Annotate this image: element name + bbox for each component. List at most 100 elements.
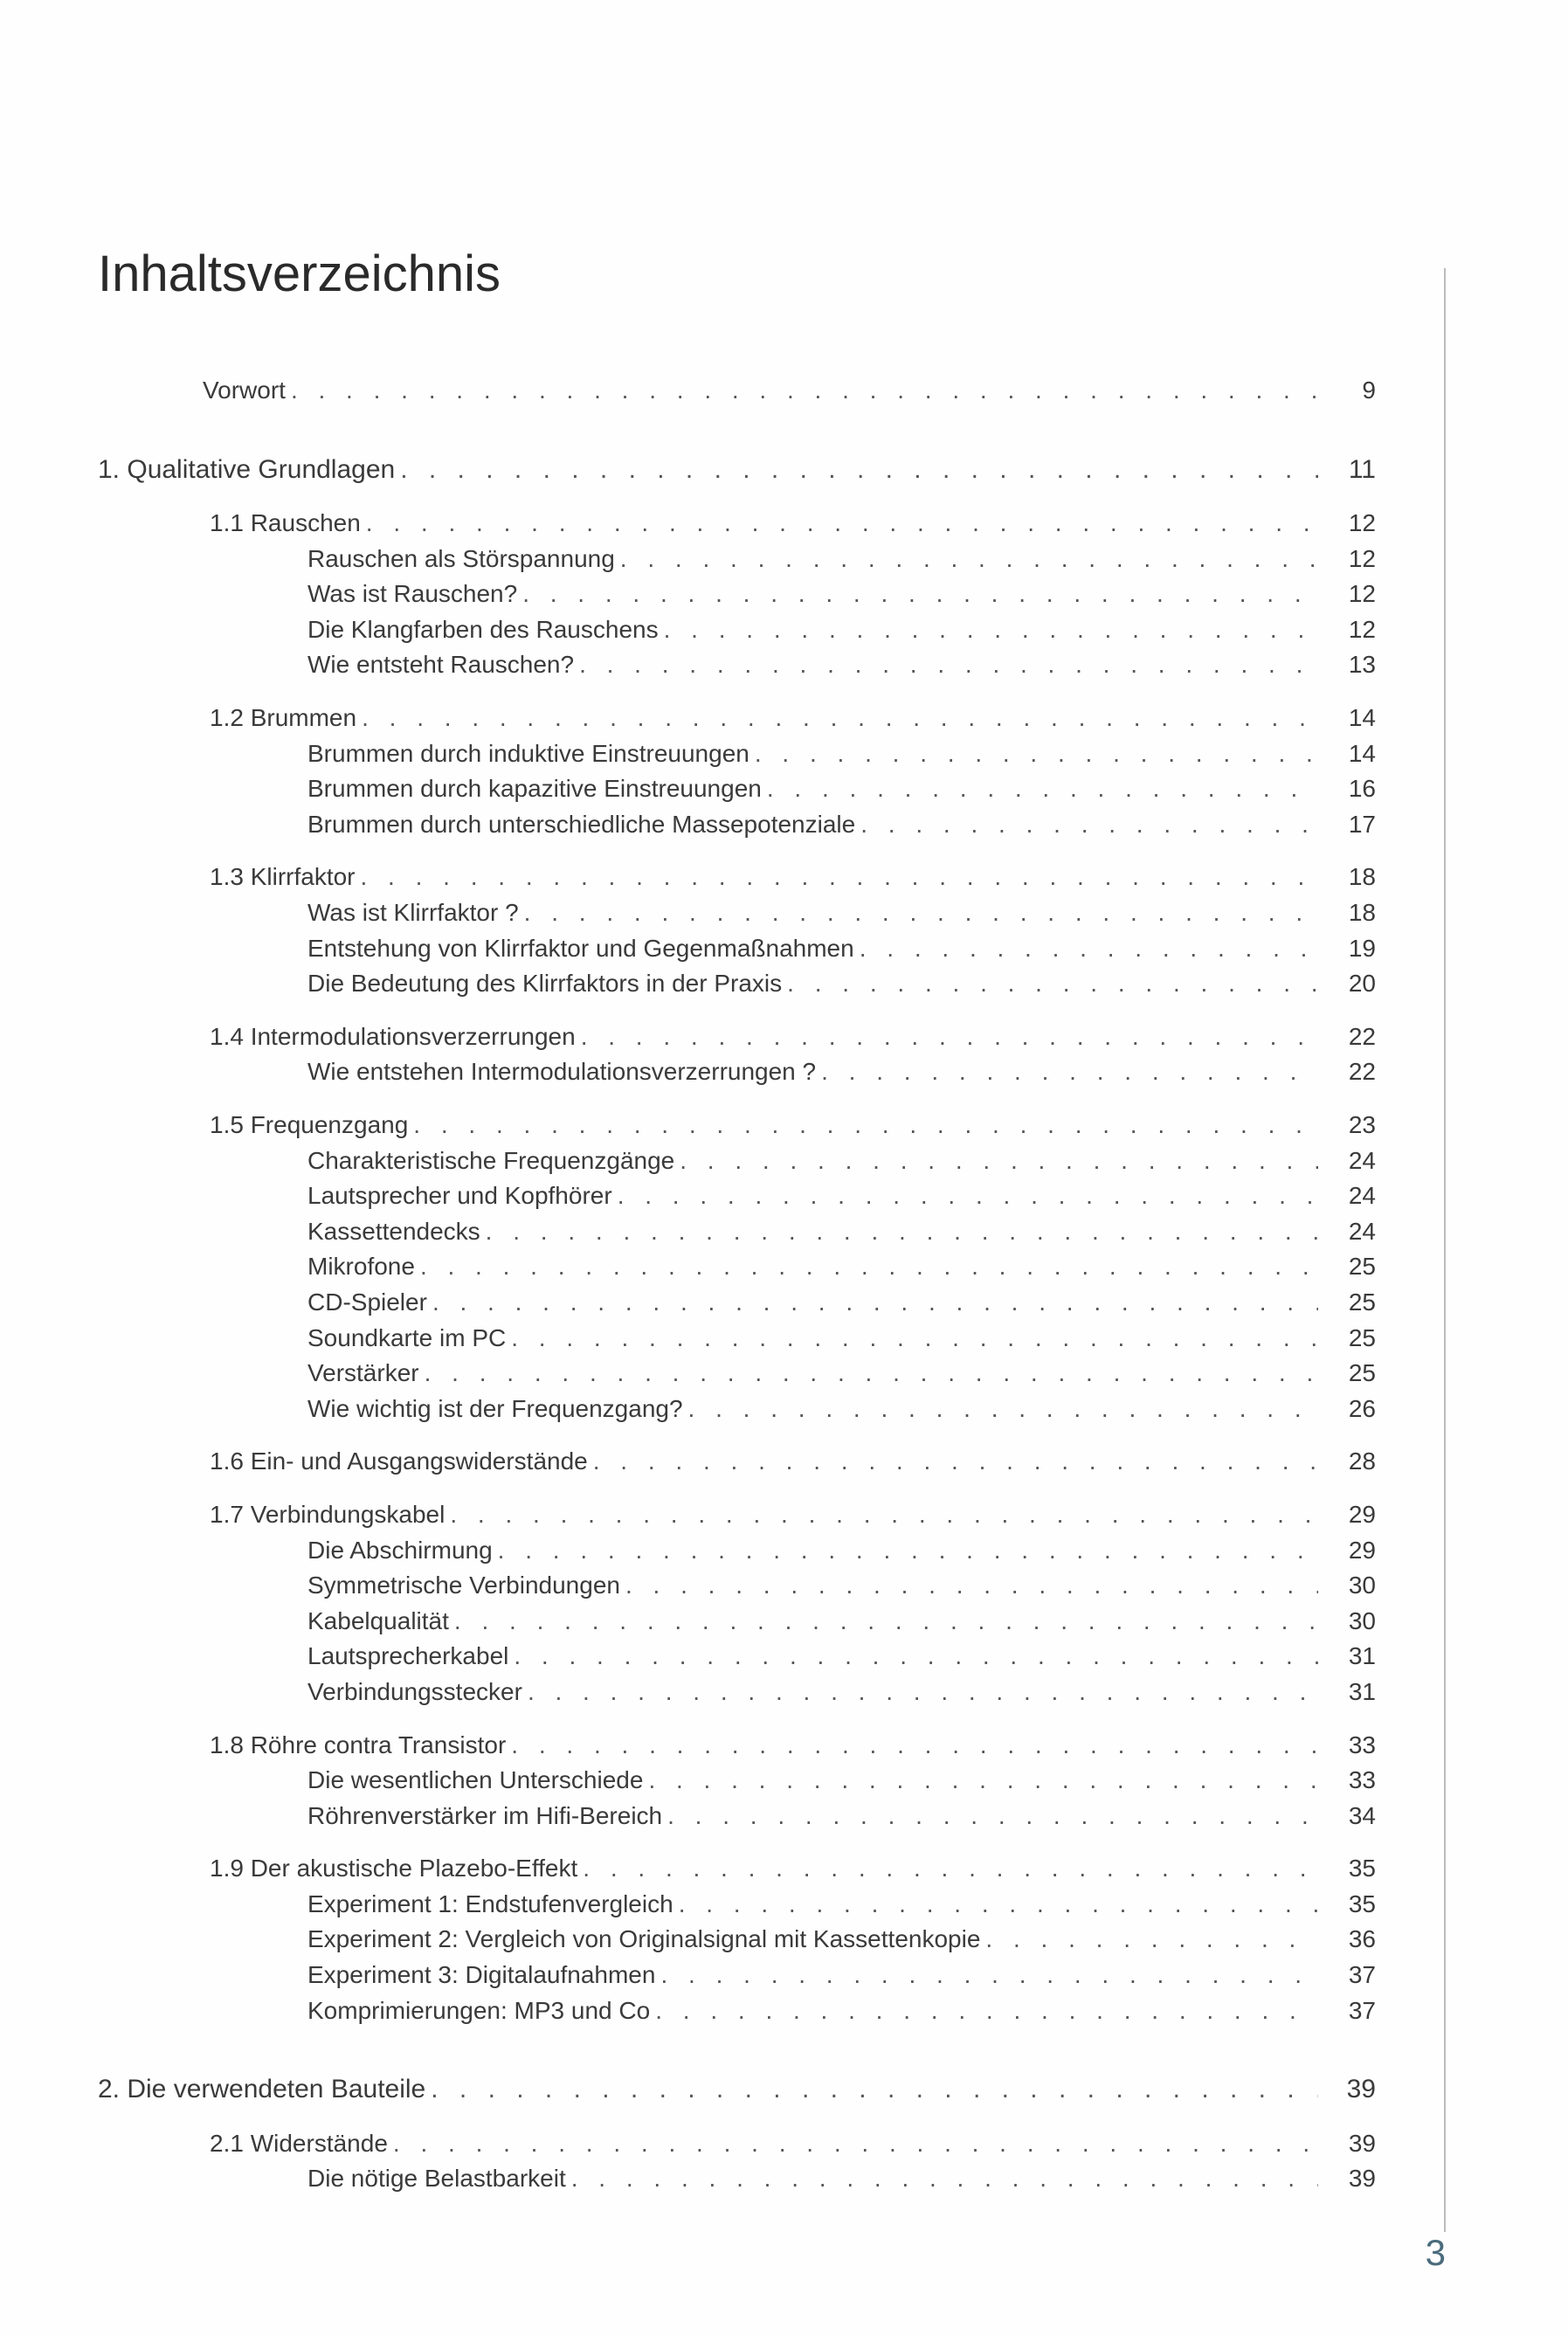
toc-leader-dots (860, 807, 1318, 843)
toc-entry-label: Brummen durch induktive Einstreuungen (307, 736, 749, 772)
toc-entry-page: 35 (1323, 1887, 1376, 1923)
toc-entry-label: 2.1 Widerstände (210, 2126, 388, 2162)
toc-leader-dots (581, 1019, 1318, 1055)
toc-entry-label: Verbindungsstecker (307, 1675, 522, 1710)
toc-entry-page: 31 (1323, 1639, 1376, 1675)
toc-entry: CD-Spieler 25 (307, 1285, 1376, 1321)
toc-entry-page: 13 (1323, 647, 1376, 683)
toc-entry: 1.1 Rauschen 12 (210, 506, 1376, 542)
toc-entry-page: 39 (1323, 2126, 1376, 2162)
toc-entry-page: 12 (1323, 612, 1376, 648)
toc-leader-dots (528, 1675, 1318, 1710)
toc-entry-page: 30 (1323, 1568, 1376, 1604)
toc-leader-dots (361, 860, 1319, 895)
toc-entry: 2.1 Widerstände 39 (210, 2126, 1376, 2162)
toc-entry: Rauschen als Störspannung12 (307, 542, 1376, 577)
toc-entry-page: 28 (1323, 1444, 1376, 1480)
toc-entry-page: 12 (1323, 577, 1376, 612)
toc-entry-page: 39 (1323, 2161, 1376, 2197)
toc-entry-page: 23 (1323, 1108, 1376, 1143)
page-title: Inhaltsverzeichnis (98, 245, 1446, 303)
toc-entry-label: Entstehung von Klirrfaktor und Gegenmaßn… (307, 931, 854, 967)
toc-leader-dots (571, 2161, 1318, 2197)
toc-leader-dots (511, 1728, 1318, 1764)
toc-leader-dots (425, 1356, 1318, 1392)
toc-entry-page: 29 (1323, 1497, 1376, 1533)
toc-entry-page: 20 (1323, 966, 1376, 1002)
toc-entry: Die nötige Belastbarkeit39 (307, 2161, 1376, 2197)
toc-entry: Experiment 2: Vergleich von Originalsign… (307, 1922, 1376, 1958)
toc-entry-page: 29 (1323, 1533, 1376, 1569)
toc-entry: Was ist Klirrfaktor ?18 (307, 895, 1376, 931)
toc-entry-label: Wie entstehen Intermodulationsverzerrung… (307, 1054, 816, 1090)
toc-entry-page: 12 (1323, 506, 1376, 542)
toc-entry: Experiment 3: Digitalaufnahmen 37 (307, 1958, 1376, 1993)
toc-entry-label: Experiment 3: Digitalaufnahmen (307, 1958, 655, 1993)
table-of-contents: Vorwort91. Qualitative Grundlagen111.1 R… (98, 373, 1446, 2197)
toc-leader-dots (679, 1887, 1318, 1923)
toc-entry: Lautsprecherkabel 31 (307, 1639, 1376, 1675)
toc-entry-page: 16 (1323, 771, 1376, 807)
toc-entry-page: 37 (1323, 1958, 1376, 1993)
toc-entry: Verbindungsstecker31 (307, 1675, 1376, 1710)
toc-leader-dots (680, 1143, 1318, 1179)
toc-entry-label: Die Abschirmung (307, 1533, 493, 1569)
toc-entry: Entstehung von Klirrfaktor und Gegenmaßn… (307, 931, 1376, 967)
toc-entry-label: Wie entsteht Rauschen? (307, 647, 574, 683)
toc-entry: Charakteristische Frequenzgänge24 (307, 1143, 1376, 1179)
toc-entry: 1. Qualitative Grundlagen11 (98, 451, 1376, 489)
toc-entry-label: 1.6 Ein- und Ausgangswiderstände (210, 1444, 588, 1480)
toc-leader-dots (431, 2070, 1318, 2109)
toc-entry: 1.9 Der akustische Plazebo-Effekt35 (210, 1851, 1376, 1887)
toc-entry-page: 36 (1323, 1922, 1376, 1958)
toc-entry-label: CD-Spieler (307, 1285, 427, 1321)
toc-entry-label: Symmetrische Verbindungen (307, 1568, 620, 1604)
toc-entry-page: 33 (1323, 1728, 1376, 1764)
toc-entry-page: 25 (1323, 1285, 1376, 1321)
toc-entry-page: 11 (1323, 451, 1376, 489)
toc-entry-label: Soundkarte im PC (307, 1321, 506, 1357)
toc-entry-label: 1.1 Rauschen (210, 506, 361, 542)
toc-entry-label: 1.9 Der akustische Plazebo-Effekt (210, 1851, 577, 1887)
toc-entry: Brummen durch kapazitive Einstreuungen16 (307, 771, 1376, 807)
toc-entry: Röhrenverstärker im Hifi-Bereich34 (307, 1799, 1376, 1834)
toc-entry-page: 25 (1323, 1249, 1376, 1285)
toc-entry: Die Bedeutung des Klirrfaktors in der Pr… (307, 966, 1376, 1002)
toc-entry-page: 37 (1323, 1993, 1376, 2029)
toc-entry-label: Kabelqualität (307, 1604, 449, 1640)
toc-leader-dots (660, 1958, 1318, 1993)
toc-leader-dots (648, 1763, 1318, 1799)
toc-entry-page: 24 (1323, 1143, 1376, 1179)
toc-entry: Die Abschirmung 29 (307, 1533, 1376, 1569)
toc-entry: Soundkarte im PC25 (307, 1321, 1376, 1357)
toc-entry-label: Was ist Rauschen? (307, 577, 517, 612)
toc-entry-page: 18 (1323, 860, 1376, 895)
toc-leader-dots (511, 1321, 1318, 1357)
toc-leader-dots (985, 1922, 1318, 1958)
toc-entry-label: 1.2 Brummen (210, 701, 356, 736)
toc-entry: Symmetrische Verbindungen 30 (307, 1568, 1376, 1604)
toc-entry-label: Verstärker (307, 1356, 419, 1392)
toc-entry: Brummen durch induktive Einstreuungen14 (307, 736, 1376, 772)
toc-entry-page: 22 (1323, 1019, 1376, 1055)
toc-entry-label: Röhrenverstärker im Hifi-Bereich (307, 1799, 662, 1834)
toc-entry-label: Mikrofone (307, 1249, 415, 1285)
toc-entry-label: Die wesentlichen Unterschiede (307, 1763, 643, 1799)
toc-leader-dots (420, 1249, 1318, 1285)
toc-entry-label: 1.5 Frequenzgang (210, 1108, 408, 1143)
toc-entry-label: Vorwort (203, 373, 286, 409)
toc-entry-label: 2. Die verwendeten Bauteile (98, 2070, 425, 2109)
page-number: 3 (1426, 2232, 1446, 2274)
toc-entry: Die Klangfarben des Rauschens12 (307, 612, 1376, 648)
toc-leader-dots (860, 931, 1318, 967)
toc-leader-dots (625, 1568, 1318, 1604)
toc-leader-dots (450, 1497, 1318, 1533)
toc-leader-dots (593, 1444, 1318, 1480)
toc-entry-page: 19 (1323, 931, 1376, 967)
toc-entry: 1.5 Frequenzgang 23 (210, 1108, 1376, 1143)
toc-entry-label: Lautsprecherkabel (307, 1639, 508, 1675)
toc-leader-dots (524, 895, 1318, 931)
toc-leader-dots (413, 1108, 1318, 1143)
toc-leader-dots (400, 451, 1318, 489)
toc-entry: Wie wichtig ist der Frequenzgang?26 (307, 1392, 1376, 1427)
